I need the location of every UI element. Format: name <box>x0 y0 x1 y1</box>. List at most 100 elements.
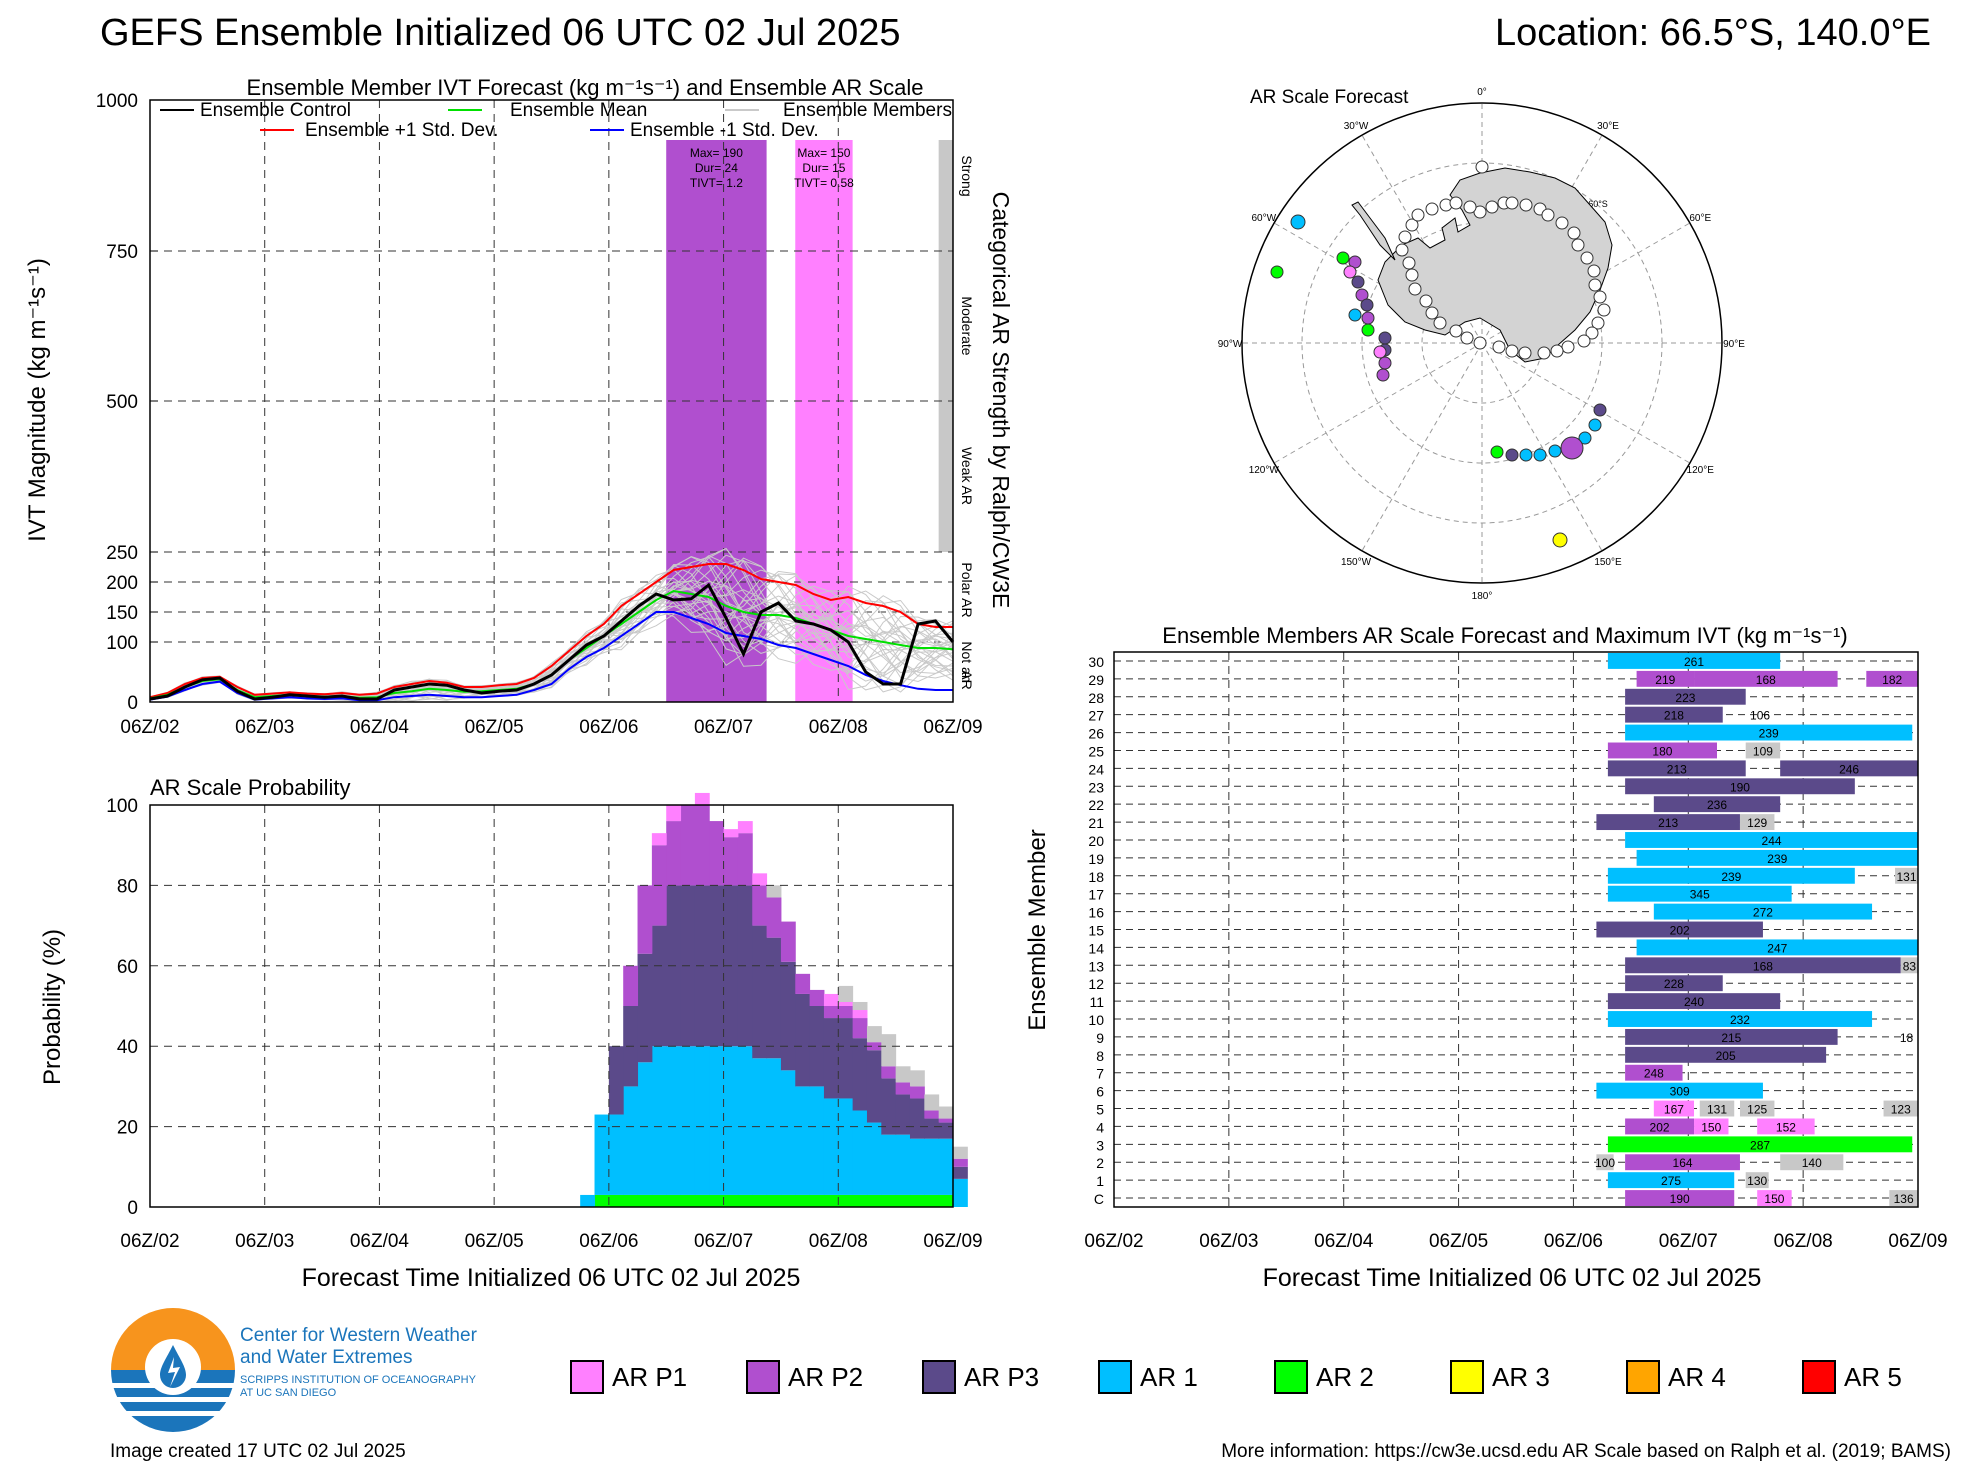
plot-frame <box>149 99 954 703</box>
x-tick-label: 06Z/02 <box>1084 1231 1143 1252</box>
probability-bar <box>823 1006 839 1019</box>
probability-bar <box>909 1070 925 1087</box>
ar-location-dot <box>1492 340 1506 354</box>
member-ar-bar <box>1607 1011 1873 1027</box>
member-ar-bar <box>1889 1190 1918 1206</box>
x-tick-label: 06Z/02 <box>120 717 179 738</box>
member-ar-bar <box>1625 688 1746 705</box>
member-ivt-label: 236 <box>1707 798 1727 812</box>
member-ivt-label: 275 <box>1661 1174 1681 1188</box>
member-ar-bar <box>1607 653 1781 669</box>
ar-event-text: Max= 150 <box>797 146 850 160</box>
ar-location-dot <box>1463 200 1477 214</box>
series-line <box>149 563 953 699</box>
member-ivt-label: 246 <box>1839 762 1859 776</box>
logo-line3: SCRIPPS INSTITUTION OF OCEANOGRAPHY <box>240 1374 476 1386</box>
member-ivt-label: 182 <box>1882 673 1902 687</box>
member-ar-bar <box>1653 903 1873 920</box>
ar-location-dot <box>1361 323 1375 337</box>
probability-bar <box>709 1046 725 1195</box>
member-label: 26 <box>1088 726 1104 742</box>
legend-swatch <box>1450 1360 1484 1394</box>
probability-bar <box>823 1018 839 1099</box>
member-ivt-label: 239 <box>1721 870 1741 884</box>
ar-location-dot <box>1419 294 1433 308</box>
ar-location-dot <box>1343 265 1357 279</box>
member-ivt-label: 223 <box>1675 691 1695 705</box>
member-ar-bar <box>1757 1190 1792 1206</box>
member-label: 24 <box>1088 761 1104 777</box>
member-ar-bar <box>1625 1064 1683 1081</box>
member-ar-bar <box>1780 1154 1844 1171</box>
probability-bar <box>752 1194 768 1207</box>
chart-title: Ensemble Member IVT Forecast (kg m⁻¹s⁻¹)… <box>247 75 924 100</box>
ar-location-dot <box>1425 306 1439 320</box>
probability-bar <box>680 1194 696 1207</box>
member-ar-bar <box>1895 867 1918 884</box>
member-ivt-label: 261 <box>1684 655 1704 669</box>
ar-location-dot <box>1449 324 1463 338</box>
ar-location-dot <box>1373 345 1387 359</box>
probability-bar <box>723 829 739 838</box>
probability-bar <box>938 1122 954 1139</box>
probability-bar <box>895 1066 911 1083</box>
legend-swatch <box>570 1360 604 1394</box>
member-ar-bar <box>1625 778 1855 795</box>
probability-bar <box>766 1058 782 1195</box>
ar-location-dot <box>1587 264 1601 278</box>
probability-bar <box>953 1158 968 1167</box>
member-label: 10 <box>1088 1012 1104 1028</box>
legend-label: AR P1 <box>612 1361 688 1392</box>
legend-item: AR P3 <box>922 1360 1039 1394</box>
probability-bar <box>795 993 811 1087</box>
member-label: 9 <box>1096 1030 1104 1046</box>
ar-location-dot <box>1518 346 1532 360</box>
member-ivt-label: 240 <box>1684 995 1704 1009</box>
member-label: 29 <box>1088 672 1104 688</box>
member-label: 23 <box>1088 779 1104 795</box>
member-ivt-label: 202 <box>1650 1120 1670 1134</box>
member-label: 5 <box>1096 1102 1104 1118</box>
member-ar-bar <box>1745 742 1781 759</box>
legend-label: AR 1 <box>1140 1361 1198 1392</box>
x-axis-label: Forecast Time Initialized 06 UTC 02 Jul … <box>302 1264 801 1292</box>
member-ar-bar <box>1866 670 1918 687</box>
probability-bar <box>766 885 782 898</box>
probability-bar <box>895 1194 911 1207</box>
probability-bar <box>709 821 725 886</box>
member-ar-bar <box>1653 796 1781 813</box>
member-ivt-label: 109 <box>1753 744 1773 758</box>
probability-bar <box>651 833 667 846</box>
probability-bar <box>809 1006 825 1087</box>
probability-bar <box>909 1138 925 1195</box>
legend-label: Ensemble Members <box>783 100 952 121</box>
member-ar-bar <box>1636 939 1918 956</box>
member-ar-bar <box>1607 867 1855 884</box>
probability-bar <box>881 1078 897 1135</box>
probability-bar <box>823 993 839 1006</box>
member-ivt-label: 218 <box>1664 709 1684 723</box>
longitude-label: 90°E <box>1723 339 1745 350</box>
ar-location-dot <box>1505 196 1519 210</box>
member-ivt-label: 239 <box>1759 727 1779 741</box>
ar-location-dot <box>1560 436 1584 460</box>
ar-location-dot <box>1361 311 1375 325</box>
legend-label: AR P2 <box>788 1361 864 1392</box>
ar-event-text: Dur= 24 <box>695 161 738 175</box>
x-tick-label: 06Z/09 <box>923 717 982 738</box>
y-tick-label: 200 <box>106 573 138 594</box>
ar-location-dot <box>1405 268 1419 282</box>
ar-location-dot <box>1336 251 1350 265</box>
member-ar-bar <box>1625 957 1901 974</box>
probability-bar <box>780 921 796 962</box>
probability-bar <box>953 1146 968 1159</box>
ar-location-dot <box>1475 160 1489 174</box>
member-ivt-label: 272 <box>1753 906 1773 920</box>
x-tick-label: 06Z/02 <box>120 1231 179 1252</box>
probability-bar <box>608 1046 624 1115</box>
probability-bar <box>795 1194 811 1207</box>
member-ivt-label: 123 <box>1891 1103 1911 1117</box>
plot-frame <box>149 804 954 1208</box>
member-ivt-label: 309 <box>1670 1085 1690 1099</box>
member-label: 6 <box>1096 1084 1104 1100</box>
